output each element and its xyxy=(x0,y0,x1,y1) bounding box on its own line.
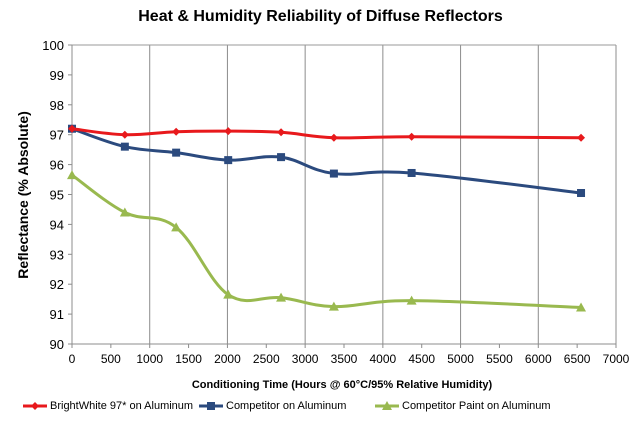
x-tick-label: 4500 xyxy=(408,352,435,366)
series-2 xyxy=(67,170,587,312)
chart-title: Heat & Humidity Reliability of Diffuse R… xyxy=(138,8,503,25)
y-tick-label: 98 xyxy=(50,98,64,113)
data-point xyxy=(224,127,233,136)
series-0 xyxy=(68,124,586,142)
y-tick-label: 94 xyxy=(50,217,64,232)
y-tick-label: 91 xyxy=(50,307,64,322)
y-tick-label: 99 xyxy=(50,68,64,83)
series-line xyxy=(71,127,582,140)
legend-swatch xyxy=(199,402,223,410)
x-tick-label: 3000 xyxy=(292,352,319,366)
x-tick-label: 2500 xyxy=(253,352,280,366)
legend-label: Competitor on Aluminum xyxy=(226,400,347,412)
data-point xyxy=(120,142,129,151)
x-tick-label: 1000 xyxy=(136,352,163,366)
data-point xyxy=(407,168,416,177)
data-point xyxy=(407,132,416,141)
legend-item: Competitor Paint on Aluminum xyxy=(374,400,551,412)
y-tick-label: 95 xyxy=(50,188,64,203)
data-point xyxy=(577,133,586,142)
y-tick-label: 93 xyxy=(50,247,64,262)
data-point xyxy=(120,130,129,139)
y-tick-label: 100 xyxy=(42,38,64,53)
x-tick-label: 6000 xyxy=(525,352,552,366)
data-point xyxy=(277,128,286,137)
x-tick-label: 6500 xyxy=(564,352,591,366)
x-tick-label: 3500 xyxy=(331,352,358,366)
x-tick-label: 5000 xyxy=(447,352,474,366)
data-point xyxy=(171,222,182,232)
legend-item: Competitor on Aluminum xyxy=(198,400,346,412)
x-tick-label: 5500 xyxy=(486,352,513,366)
x-axis-label: Conditioning Time (Hours @ 60°C/95% Rela… xyxy=(192,379,493,391)
legend-marker xyxy=(382,401,392,410)
y-tick-label: 97 xyxy=(50,128,64,143)
data-point xyxy=(576,302,587,312)
y-axis-label: Reflectance (% Absolute) xyxy=(15,111,31,279)
data-point xyxy=(172,127,181,136)
x-tick-label: 4000 xyxy=(370,352,397,366)
x-tick-label: 0 xyxy=(69,352,76,366)
series-1 xyxy=(68,124,586,198)
series-lines xyxy=(67,124,587,312)
legend-item: BrightWhite 97* on Aluminum xyxy=(22,400,193,412)
data-point xyxy=(329,169,338,178)
grid-lines xyxy=(149,45,617,344)
series-line xyxy=(71,173,582,310)
legend-marker xyxy=(31,402,39,410)
data-point xyxy=(224,156,233,165)
x-tick-label: 2000 xyxy=(214,352,241,366)
legend: BrightWhite 97* on Aluminum Competitor on… xyxy=(0,400,641,422)
data-point xyxy=(328,301,339,311)
data-point xyxy=(406,295,417,305)
data-point xyxy=(329,133,338,142)
data-point xyxy=(68,124,76,133)
data-point xyxy=(577,189,586,198)
legend-label: BrightWhite 97* on Aluminum xyxy=(50,400,194,412)
legend-label: Competitor Paint on Aluminum xyxy=(402,400,551,412)
data-point xyxy=(277,153,286,162)
data-point xyxy=(67,170,77,180)
y-tick-label: 92 xyxy=(50,277,64,292)
legend-swatch xyxy=(23,402,47,410)
data-point xyxy=(119,207,130,217)
legend-marker xyxy=(207,402,215,410)
axes xyxy=(68,44,617,348)
y-tick-label: 96 xyxy=(50,158,64,173)
data-point xyxy=(276,292,287,302)
x-tick-label: 1500 xyxy=(175,352,202,366)
x-tick-label: 7000 xyxy=(603,352,630,366)
data-point xyxy=(172,148,181,157)
legend-swatch xyxy=(375,401,399,410)
x-tick-label: 500 xyxy=(101,352,121,366)
data-point xyxy=(223,289,234,299)
y-tick-label: 90 xyxy=(50,337,64,352)
